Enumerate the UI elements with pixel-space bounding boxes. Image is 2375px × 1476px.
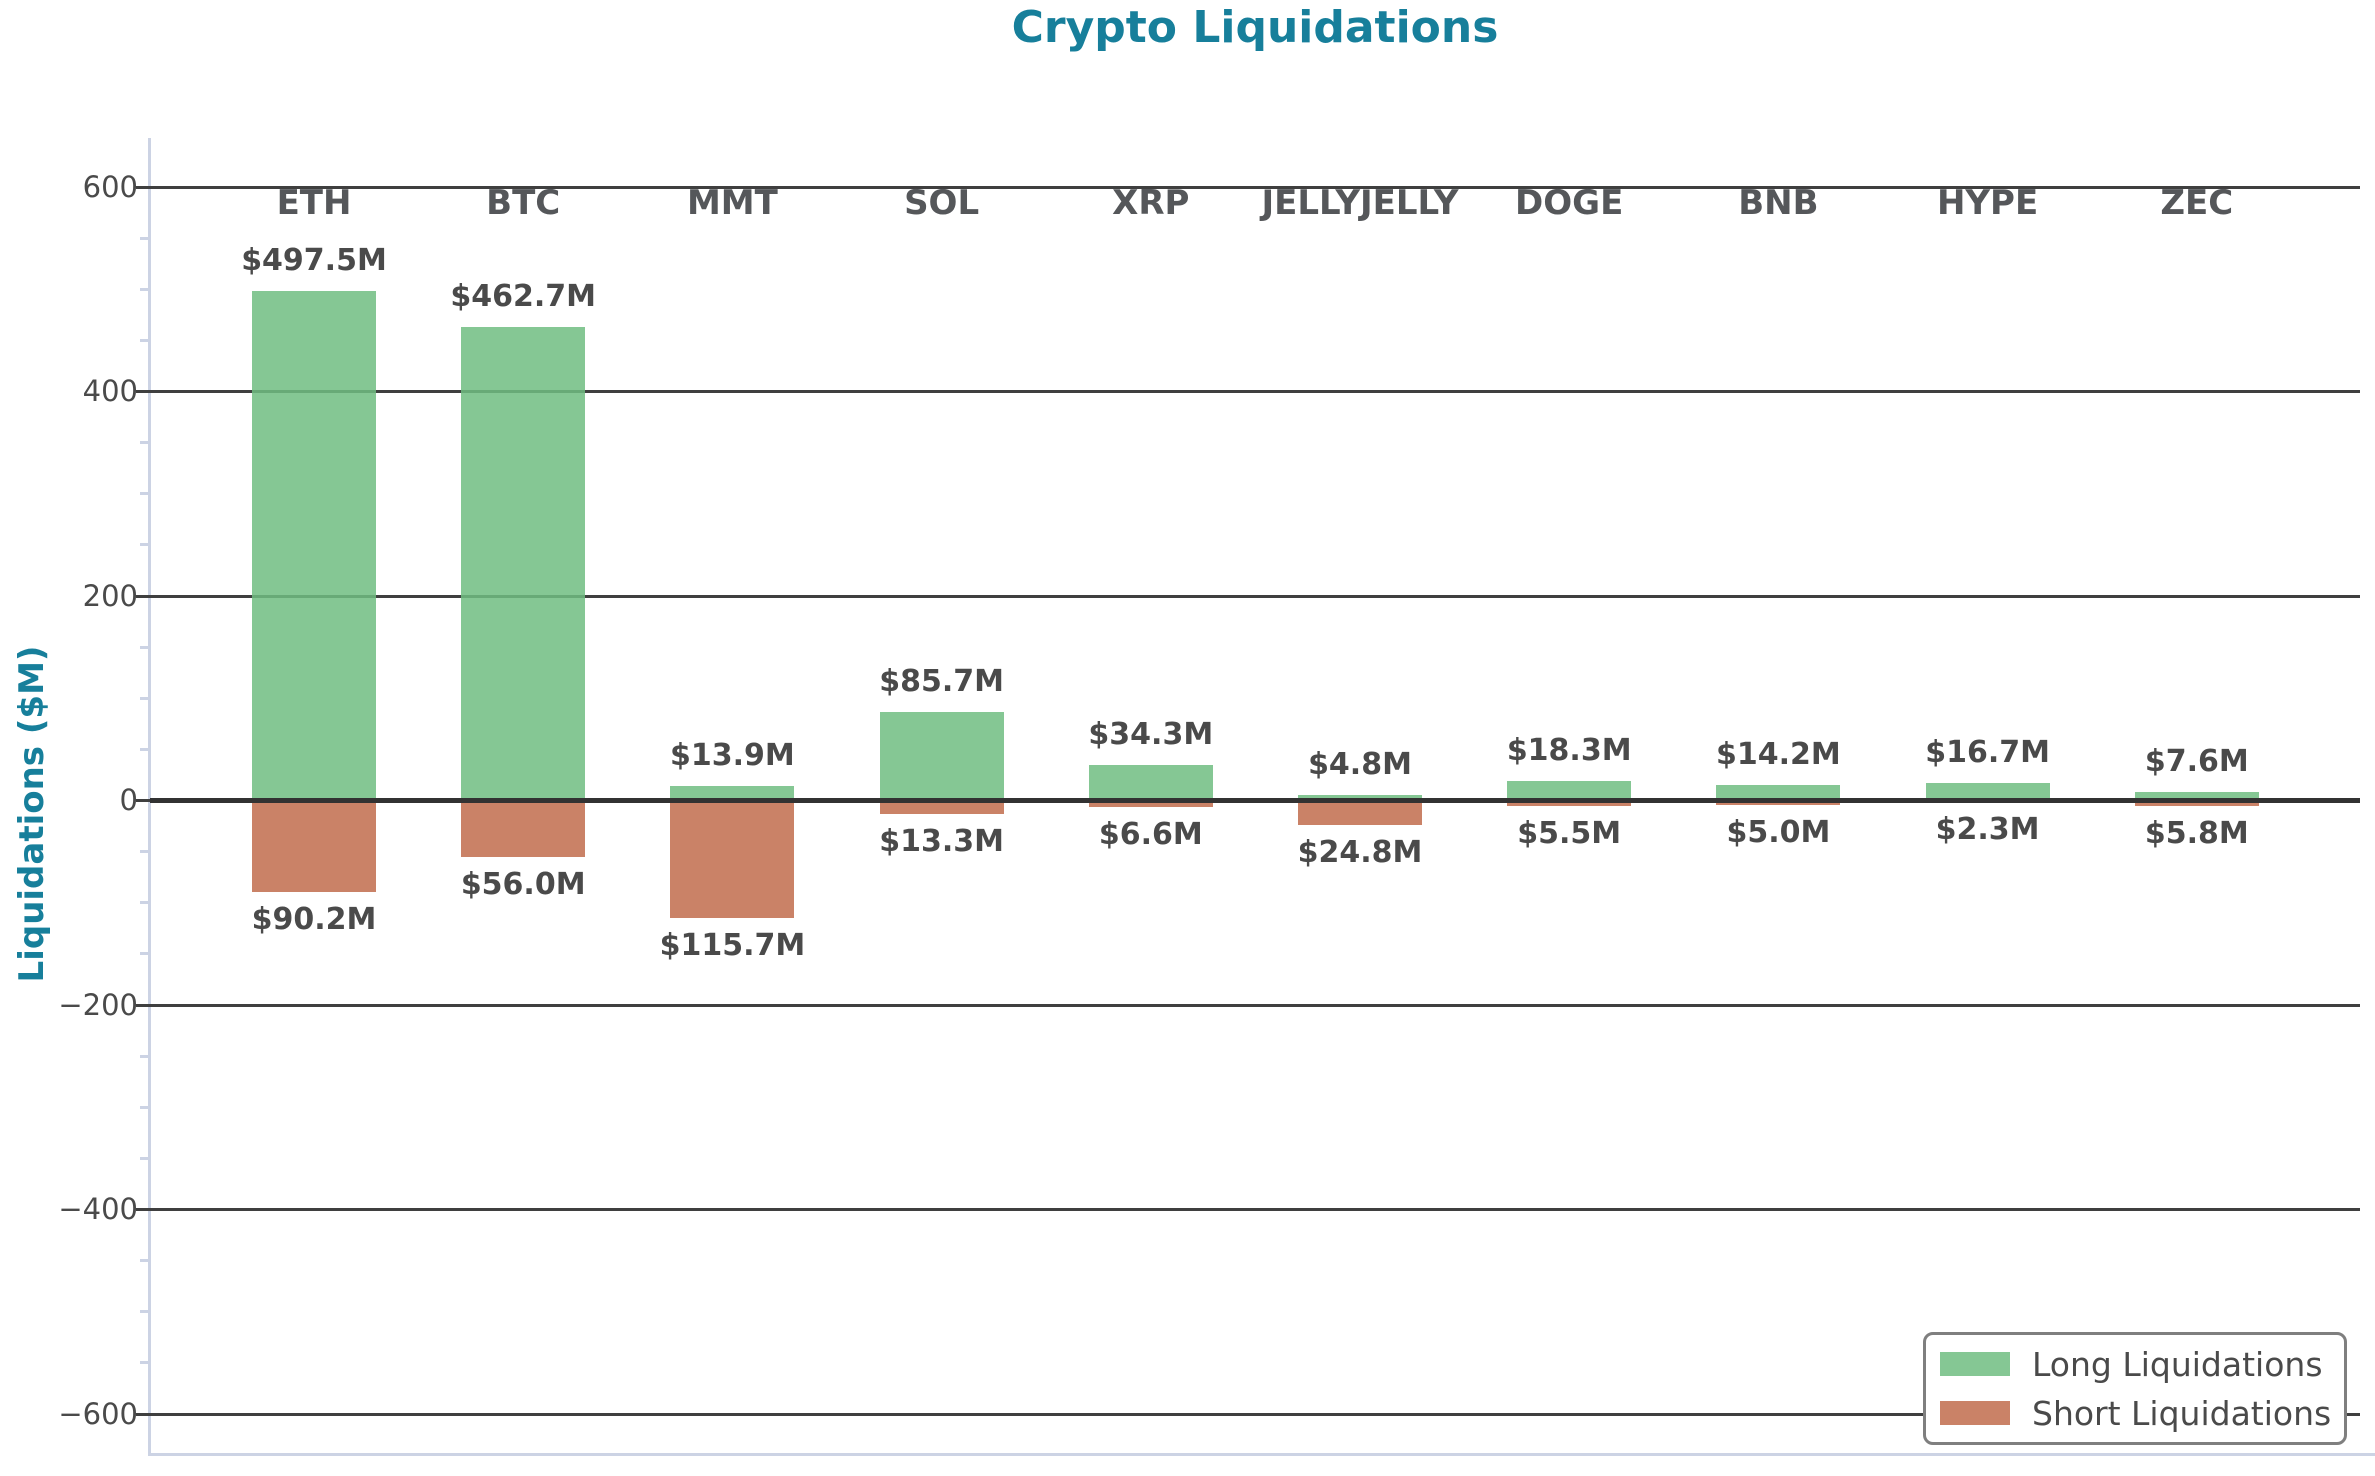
y-axis-minor-tick [140, 747, 149, 751]
short-value-label-hype: $2.3M [1935, 812, 2040, 848]
y-axis-major-tick [136, 1208, 150, 1211]
short-liquidations-swatch [1940, 1401, 2010, 1425]
y-axis-minor-tick [140, 952, 149, 956]
y-axis-minor-tick [140, 1310, 149, 1314]
y-axis-minor-tick [140, 236, 149, 240]
y-axis-minor-tick [140, 1361, 149, 1365]
y-axis-minor-tick [140, 1054, 149, 1058]
long-liquidations-swatch [1940, 1352, 2010, 1376]
short-value-label-bnb: $5.0M [1726, 815, 1831, 851]
major-gridline [150, 1208, 2360, 1211]
short-value-label-xrp: $6.6M [1098, 816, 1203, 852]
category-label-hype: HYPE [1936, 182, 2039, 223]
major-gridline [150, 1412, 2360, 1416]
legend: Long Liquidations Short Liquidations [1923, 1332, 2347, 1445]
short-value-label-mmt: $115.7M [659, 928, 806, 964]
major-gridline [150, 185, 2360, 189]
y-axis-minor-tick [140, 645, 149, 649]
legend-item-short: Short Liquidations [1940, 1393, 2332, 1433]
y-axis-major-tick [136, 390, 150, 393]
bar-long-bnb [1716, 785, 1841, 800]
bar-short-mmt [670, 800, 795, 919]
y-axis-minor-tick [140, 1105, 149, 1109]
bar-long-mmt [670, 785, 795, 800]
bar-long-btc [461, 326, 586, 800]
long-value-label-xrp: $34.3M [1088, 716, 1214, 752]
x-axis-spine [148, 1453, 2375, 1456]
bar-short-xrp [1088, 800, 1213, 807]
bar-long-hype [1925, 782, 2050, 800]
y-axis-minor-tick [140, 1156, 149, 1160]
y-axis-major-tick [136, 185, 150, 189]
category-label-sol: SOL [904, 182, 980, 223]
category-label-bnb: BNB [1738, 182, 1819, 223]
category-label-mmt: MMT [686, 182, 778, 223]
zero-gridline [150, 798, 2360, 803]
short-value-label-eth: $90.2M [251, 902, 377, 938]
y-axis-minor-tick [140, 901, 149, 905]
bar-long-eth [252, 291, 376, 800]
short-value-label-doge: $5.5M [1517, 815, 1622, 851]
y-axis-minor-tick [140, 492, 149, 496]
long-value-label-eth: $497.5M [241, 243, 387, 279]
short-value-label-zec: $5.8M [2144, 815, 2249, 851]
category-label-jellyjelly: JELLYJELLY [1261, 182, 1459, 223]
y-axis-minor-tick [140, 543, 149, 547]
short-value-label-sol: $13.3M [879, 823, 1004, 859]
legend-label-long: Long Liquidations [2032, 1344, 2323, 1384]
long-value-label-jellyjelly: $4.8M [1308, 747, 1412, 783]
bar-long-doge [1507, 781, 1632, 800]
long-value-label-doge: $18.3M [1506, 733, 1632, 769]
y-axis-minor-tick [140, 338, 149, 342]
legend-item-long: Long Liquidations [1940, 1345, 2330, 1384]
bar-long-sol [879, 712, 1004, 800]
y-tick-label: 0 [119, 783, 138, 817]
chart-title: Crypto Liquidations [1011, 2, 1499, 53]
y-axis-minor-tick [140, 850, 149, 854]
bar-short-jellyjelly [1298, 800, 1422, 826]
category-label-eth: ETH [276, 182, 352, 223]
legend-label-short: Short Liquidations [2032, 1393, 2332, 1433]
bar-long-xrp [1088, 764, 1213, 800]
short-value-label-jellyjelly: $24.8M [1297, 835, 1423, 871]
long-value-label-hype: $16.7M [1925, 734, 2050, 770]
bar-short-eth [252, 800, 376, 893]
y-axis-major-tick [136, 1412, 150, 1416]
major-gridline [150, 390, 2360, 393]
category-label-zec: ZEC [2160, 182, 2234, 223]
long-value-label-btc: $462.7M [450, 278, 596, 314]
bar-long-zec [2134, 792, 2259, 800]
y-axis-major-tick [136, 1003, 150, 1007]
long-value-label-mmt: $13.9M [670, 737, 795, 773]
bar-short-btc [461, 800, 586, 858]
y-tick-label: 200 [82, 578, 138, 613]
y-axis-major-tick [136, 594, 150, 598]
y-axis-minor-tick [140, 287, 149, 291]
y-tick-label: −400 [58, 1192, 138, 1226]
y-tick-label: −600 [58, 1396, 138, 1431]
bar-long-jellyjelly [1298, 795, 1422, 800]
category-label-xrp: XRP [1112, 182, 1190, 223]
y-axis-spine [148, 138, 151, 1455]
category-label-btc: BTC [486, 182, 561, 223]
major-gridline [150, 594, 2360, 598]
bar-short-sol [879, 800, 1004, 814]
category-label-doge: DOGE [1515, 182, 1624, 223]
long-value-label-bnb: $14.2M [1716, 737, 1841, 773]
y-tick-label: 600 [82, 169, 138, 204]
short-value-label-btc: $56.0M [460, 867, 586, 903]
y-axis-major-tick [136, 799, 150, 802]
y-axis-minor-tick [140, 441, 149, 445]
major-gridline [150, 1003, 2360, 1007]
long-value-label-sol: $85.7M [879, 664, 1004, 700]
y-tick-label: 400 [82, 374, 138, 408]
y-axis-minor-tick [140, 1259, 149, 1263]
long-value-label-zec: $7.6M [2144, 744, 2249, 780]
y-tick-label: −200 [58, 987, 138, 1022]
y-axis-minor-tick [140, 696, 149, 700]
